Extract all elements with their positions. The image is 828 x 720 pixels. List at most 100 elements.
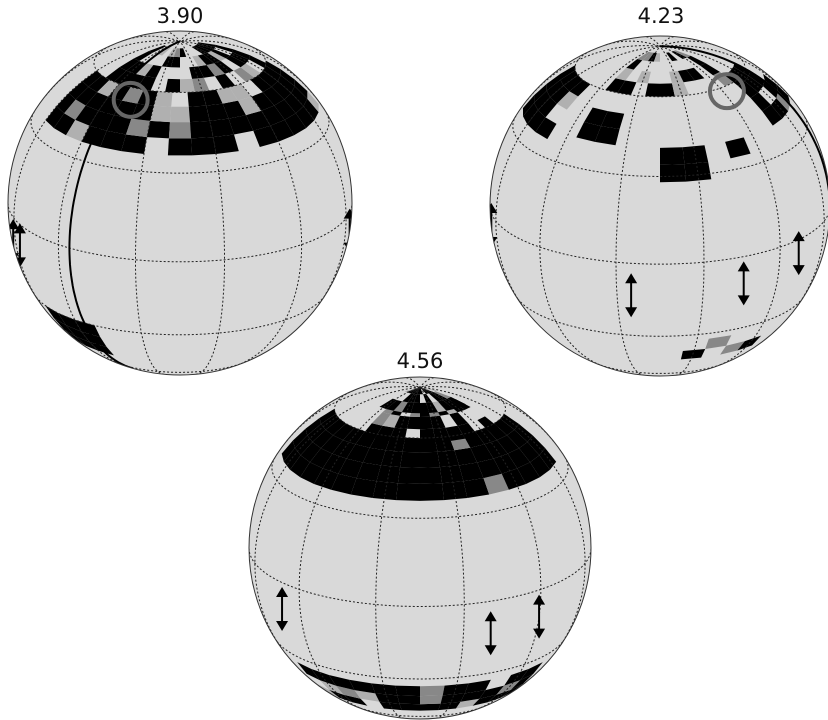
surface-cell xyxy=(250,75,272,93)
surface-cell xyxy=(100,130,126,152)
surface-cell xyxy=(507,429,528,449)
surface-cell xyxy=(413,394,420,403)
surface-cell xyxy=(400,451,420,468)
meridian-line xyxy=(179,40,303,365)
sphere-outline xyxy=(248,376,592,720)
surface-cell xyxy=(180,48,187,58)
surface-cell xyxy=(106,115,132,135)
meridian-marker xyxy=(68,40,181,369)
latitude-line xyxy=(490,205,828,265)
surface-cell xyxy=(379,701,402,711)
surface-cell xyxy=(97,79,120,97)
surface-cell xyxy=(126,118,151,138)
latitude-line xyxy=(517,298,803,337)
latitude-line xyxy=(512,115,808,178)
surface-cell xyxy=(371,412,391,426)
surface-cell xyxy=(165,78,180,93)
surface-cell xyxy=(213,134,239,154)
surface-cell xyxy=(511,673,534,690)
meridian-line xyxy=(659,46,705,376)
surface-cell xyxy=(530,455,550,478)
surface-cell xyxy=(660,164,687,183)
surface-cell xyxy=(146,120,170,139)
surface-cell xyxy=(535,117,557,140)
surface-cell xyxy=(312,429,333,449)
surface-cell xyxy=(396,483,420,501)
surface-cell xyxy=(475,427,497,445)
meridian-line xyxy=(659,45,825,306)
surface-cell xyxy=(497,435,520,454)
latitude-line xyxy=(30,111,330,174)
surface-cell xyxy=(197,42,216,47)
surface-cell xyxy=(191,46,208,55)
surface-cell xyxy=(519,442,540,463)
surface-cell xyxy=(399,703,420,711)
arrow-head xyxy=(343,208,352,219)
surface-cell xyxy=(193,45,211,53)
marker-ring xyxy=(707,72,746,111)
surface-cell xyxy=(195,44,214,51)
surface-cell xyxy=(346,444,370,463)
surface-cell xyxy=(215,73,236,89)
surface-cell xyxy=(305,418,321,436)
surface-cell xyxy=(428,392,443,402)
surface-cell xyxy=(459,462,484,482)
surface-cell xyxy=(314,468,339,490)
surface-cell xyxy=(261,105,285,126)
surface-cell xyxy=(637,51,652,61)
panel-label: 4.56 xyxy=(397,349,444,373)
surface-cell xyxy=(534,83,547,103)
surface-cell xyxy=(331,473,357,495)
surface-cell xyxy=(248,55,266,69)
surface-cell xyxy=(300,462,323,484)
surface-cell xyxy=(420,387,432,394)
surface-cell xyxy=(576,122,601,142)
surface-cell xyxy=(527,110,546,132)
surface-cell xyxy=(507,448,531,469)
surface-cell xyxy=(191,137,216,156)
surface-cell xyxy=(420,387,429,394)
marker-ring xyxy=(111,80,150,119)
surface-cell xyxy=(449,412,469,426)
surface-cell xyxy=(190,120,214,139)
surface-cell xyxy=(594,126,620,146)
meridian-marker xyxy=(659,45,828,220)
surface-cell xyxy=(504,669,529,686)
surface-cell xyxy=(653,53,660,62)
surface-cell xyxy=(75,105,99,126)
surface-cell xyxy=(560,70,578,86)
sphere xyxy=(249,377,591,719)
surface-cell xyxy=(420,416,433,430)
surface-cell xyxy=(401,402,414,413)
surface-cell xyxy=(447,396,466,407)
surface-cell xyxy=(284,113,307,136)
surface-cell xyxy=(477,416,499,432)
surface-cell xyxy=(198,65,215,78)
surface-cell xyxy=(420,402,430,414)
surface-cell xyxy=(420,685,445,697)
surface-cell xyxy=(420,695,443,705)
surface-cell xyxy=(411,387,420,394)
latitude-line xyxy=(574,48,746,98)
meridian-line xyxy=(254,386,421,649)
meridian-line xyxy=(419,377,434,388)
latitude-line xyxy=(333,389,507,439)
surface-cell xyxy=(222,100,246,119)
meridian-line xyxy=(406,377,421,388)
surface-cell xyxy=(271,81,292,100)
surface-cell xyxy=(470,444,494,463)
surface-cell xyxy=(135,63,154,77)
surface-cell xyxy=(678,69,695,83)
surface-cell xyxy=(420,387,434,393)
surface-cell xyxy=(527,435,546,456)
surface-cell xyxy=(66,325,90,343)
surface-cell xyxy=(407,393,417,403)
surface-cell xyxy=(763,73,779,92)
surface-cell xyxy=(121,134,147,154)
surface-cell xyxy=(454,447,478,466)
latitude-line xyxy=(596,363,724,374)
surface-cell xyxy=(397,695,420,705)
surface-cell xyxy=(280,69,295,87)
surface-cell xyxy=(420,467,443,484)
surface-cell xyxy=(187,91,207,107)
